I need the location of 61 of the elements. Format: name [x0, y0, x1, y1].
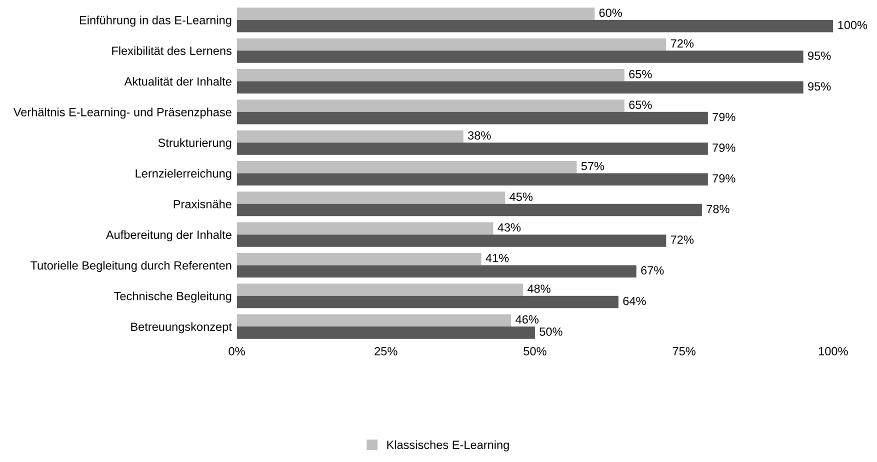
data-label: 95%	[808, 82, 831, 91]
x-tick-label: 75%	[672, 347, 696, 356]
data-label: 95%	[808, 52, 831, 60]
y-tick-label: Aktualität der Inhalte	[124, 76, 232, 86]
y-tick-label: Betreuungskonzept	[131, 322, 232, 334]
y-tick-label: Einführung in das E-Learning	[80, 16, 232, 27]
y-tick-label: Aufbereitung der Inhalte	[106, 230, 232, 242]
bar	[236, 204, 702, 216]
y-tick-label: Tutorielle Begleitung durch Referenten	[30, 260, 232, 272]
bar	[236, 326, 535, 339]
bar	[236, 8, 595, 20]
bar	[236, 265, 636, 278]
data-label: 64%	[623, 296, 646, 306]
data-label: 100%	[838, 20, 868, 30]
bar	[236, 38, 666, 51]
data-label: 72%	[670, 39, 694, 48]
bar	[236, 69, 624, 82]
bar	[236, 142, 708, 155]
data-label: 72%	[670, 236, 694, 244]
data-label: 78%	[706, 204, 730, 214]
bar	[236, 50, 804, 63]
data-label: 60%	[599, 8, 622, 17]
legend-label: Klassisches E-Learning	[387, 440, 509, 452]
bar	[236, 173, 708, 186]
data-label: 57%	[581, 162, 604, 170]
bar	[236, 160, 577, 174]
bar	[236, 252, 482, 266]
y-tick-label: Technische Begleitung	[114, 292, 232, 303]
data-label: 65%	[629, 70, 652, 78]
data-label: 79%	[712, 174, 736, 183]
data-label: 79%	[712, 144, 736, 152]
y-tick-label: Strukturierung	[158, 138, 232, 150]
data-label: 46%	[516, 315, 538, 324]
y-tick-label: Flexibilität des Lernens	[112, 46, 232, 56]
bar	[236, 81, 804, 94]
bar	[236, 314, 512, 327]
bar	[236, 296, 618, 308]
x-tick-label: 50%	[524, 347, 546, 356]
data-label: 41%	[486, 254, 509, 262]
data-label: 67%	[641, 266, 664, 275]
data-label: 79%	[712, 112, 736, 122]
bar	[236, 130, 464, 143]
data-label: 65%	[629, 100, 652, 109]
bar	[236, 20, 834, 32]
x-tick-label: 100%	[818, 347, 848, 356]
data-label: 43%	[498, 223, 521, 232]
bar	[236, 192, 506, 204]
data-label: 48%	[527, 284, 550, 293]
bar	[236, 284, 524, 296]
y-tick-label: Praxisnähe	[174, 200, 232, 208]
bar	[236, 100, 624, 112]
bar	[236, 112, 708, 124]
y-tick-label: Verhältnis E-Learning- und Präsenzphase	[13, 108, 232, 119]
data-label: 45%	[510, 192, 533, 201]
bar	[236, 222, 494, 235]
x-tick-label: 0%	[228, 347, 245, 356]
bar	[236, 234, 666, 247]
y-tick-label: Lernzielerreichung	[136, 168, 232, 180]
data-label: 50%	[540, 327, 562, 336]
x-tick-label: 25%	[374, 347, 398, 356]
data-label: 38%	[468, 131, 491, 140]
